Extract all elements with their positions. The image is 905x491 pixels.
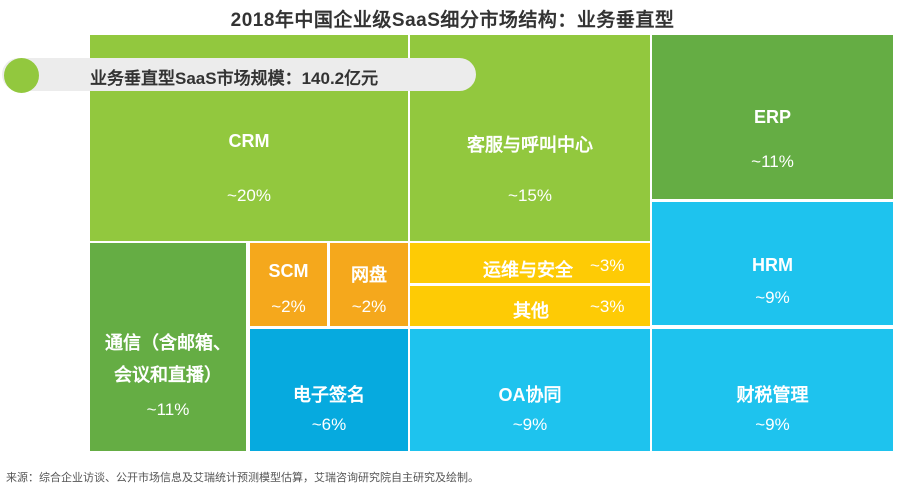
tile-label: 电子签名 (293, 385, 365, 405)
treemap-tile-7: 网盘 ~2% (330, 243, 408, 326)
market-scale-pill (2, 58, 476, 91)
tile-label: 运维与安全 (483, 260, 573, 280)
treemap-tile-3: ERP ~11% (652, 35, 893, 199)
treemap-tile-10: 电子签名 ~6% (250, 329, 408, 451)
market-scale-dot (4, 58, 39, 93)
tile-percentage: ~6% (311, 415, 347, 434)
tile-label: 网盘 (351, 265, 387, 285)
tile-label: SCM (268, 261, 309, 281)
treemap-tile-4: HRM ~9% (652, 202, 893, 325)
tile-percentage: ~9% (755, 415, 790, 434)
tile-label: HRM (752, 255, 793, 275)
tile-label: 财税管理 (736, 385, 809, 405)
tile-label: ERP (753, 107, 791, 127)
treemap-tile-12: 财税管理 ~9% (652, 329, 893, 451)
treemap-tile-9: 其他 ~3% (410, 286, 650, 326)
treemap-tile-2: 客服与呼叫中心 ~15% (410, 35, 650, 241)
tile-percentage: ~3% (590, 256, 625, 275)
tile-percentage: ~2% (271, 297, 306, 316)
treemap-tile-8: 运维与安全 ~3% (410, 243, 650, 283)
treemap-tile-11: OA协同 ~9% (410, 329, 650, 451)
tile-percentage: ~3% (590, 297, 625, 316)
tile-percentage: ~9% (512, 415, 548, 434)
tile-label: CRM (228, 131, 270, 151)
chart-title: 2018年中国企业级SaaS细分市场结构：业务垂直型 (230, 10, 675, 31)
market-scale-text: 业务垂直型SaaS市场规模：140.2亿元 (90, 69, 379, 88)
tile-label-line: 会议和直播） (114, 365, 222, 385)
tile-percentage: ~11% (751, 152, 794, 171)
tile-label-line: 通信（含邮箱、 (105, 333, 231, 353)
tile-percentage: ~20% (227, 186, 271, 205)
tile-label: 其他 (513, 301, 549, 321)
tile-percentage: ~15% (508, 186, 552, 205)
tile-label: OA协同 (498, 385, 562, 405)
tile-label: 通信（含邮箱、 会议和直播） (90, 329, 246, 387)
tile-label: 客服与呼叫中心 (467, 135, 593, 155)
source-note: 来源：综合企业访谈、公开市场信息及艾瑞统计预测模型估算，艾瑞咨询研究院自主研究及… (6, 472, 479, 484)
tile-percentage: ~11% (146, 400, 190, 419)
tile-percentage: ~2% (351, 297, 387, 316)
treemap-tile-5: 通信（含邮箱、 会议和直播） ~11% (90, 243, 246, 451)
tile-percentage: ~9% (755, 288, 790, 307)
treemap-tile-6: SCM ~2% (250, 243, 327, 326)
